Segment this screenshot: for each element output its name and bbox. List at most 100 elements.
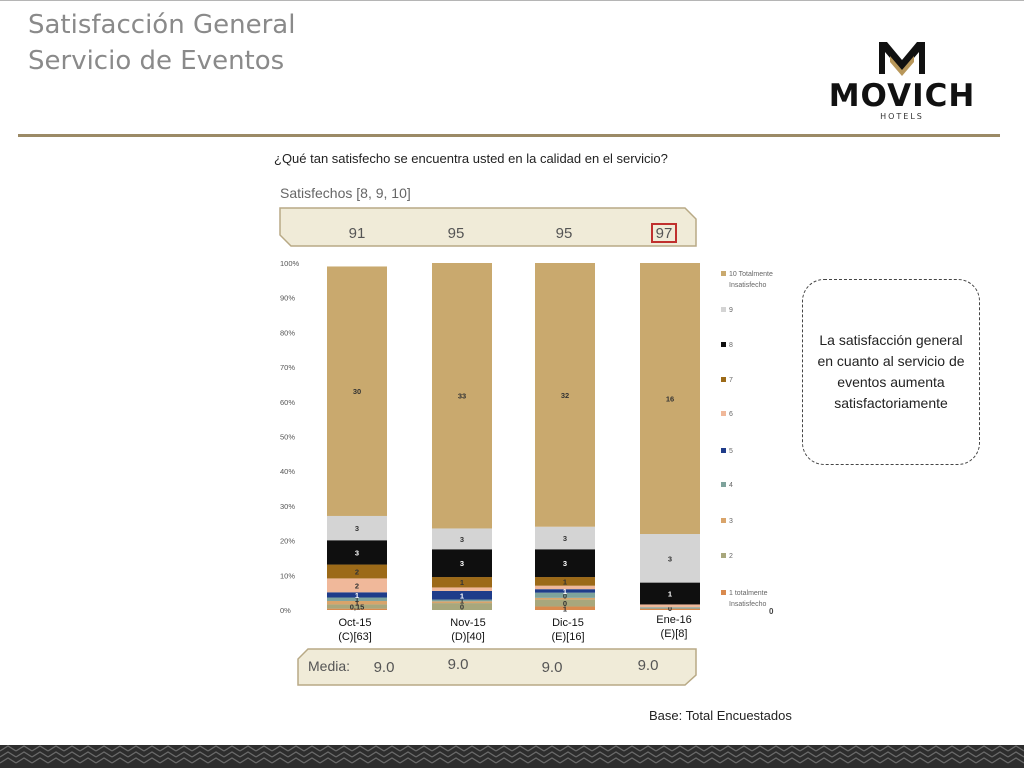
bar-segment — [535, 599, 595, 607]
data-label: 0,15 — [350, 603, 365, 612]
bar-segment — [327, 515, 387, 541]
bar-segment — [535, 263, 595, 527]
data-label: 3 — [460, 559, 464, 568]
data-label: 1 — [563, 604, 567, 613]
data-label: 3 — [460, 535, 464, 544]
satisfied-value: 97 — [655, 225, 673, 242]
x-tick-label: Oct-15 (C)[63] — [338, 617, 372, 643]
y-tick-label: 100% — [280, 259, 300, 268]
bar-segment — [327, 578, 387, 593]
legend-label: 1 totalmente — [729, 590, 768, 597]
bar-segment — [535, 597, 595, 600]
data-label: 3 — [668, 554, 672, 563]
survey-question: ¿Qué tan satisfecho se encuentra usted e… — [274, 151, 668, 166]
media-label: Media: — [308, 658, 351, 674]
y-tick-label: 90% — [280, 294, 295, 303]
legend-label: 6 — [729, 411, 733, 418]
media-banner — [297, 648, 697, 686]
bar-segment — [640, 582, 700, 605]
bar-segment — [327, 540, 387, 565]
data-label: 3 — [355, 548, 359, 557]
legend-swatch — [721, 411, 726, 416]
legend-label: 10 Totalmente — [729, 271, 773, 278]
data-label: 0 — [563, 599, 567, 608]
logo-sub: HOTELS — [880, 112, 924, 121]
data-label: 32 — [561, 391, 569, 400]
data-label: 1 — [460, 578, 464, 587]
bar-segment — [535, 592, 595, 598]
legend-label: Insatisfecho — [729, 601, 766, 608]
y-tick-label: 80% — [280, 328, 295, 337]
satisfied-highlight-box — [651, 223, 677, 243]
bar-segment — [640, 263, 700, 535]
data-label: 1 — [668, 590, 672, 599]
bar-segment — [640, 607, 700, 609]
y-tick-label: 30% — [280, 502, 295, 511]
legend-swatch — [721, 518, 726, 523]
data-label: 0 — [460, 603, 464, 612]
legend-swatch — [721, 448, 726, 453]
y-tick-label: 70% — [280, 363, 295, 372]
y-tick-label: 20% — [280, 537, 295, 546]
bar-segment — [432, 528, 492, 550]
bar-segment — [432, 587, 492, 591]
movich-logo: MOVICH HOTELS — [829, 42, 976, 121]
data-label: 3 — [563, 534, 567, 543]
bar-segment — [535, 577, 595, 586]
insight-callout: La satisfacción general en cuanto al ser… — [802, 279, 980, 465]
bar-segment — [432, 577, 492, 588]
bar-segment — [432, 549, 492, 578]
satisfied-value: 95 — [447, 225, 465, 242]
data-label: 2 — [355, 567, 359, 576]
data-label: 0 — [563, 591, 567, 600]
data-label: 16 — [666, 395, 674, 404]
bar-segment — [432, 599, 492, 602]
data-label: 1 — [355, 591, 359, 600]
bar-segment — [432, 603, 492, 610]
legend-label: 7 — [729, 377, 733, 384]
legend-swatch — [721, 482, 726, 487]
page-subtitle: Servicio de Eventos — [28, 46, 285, 76]
legend-label: Insatisfecho — [729, 282, 766, 289]
header-divider — [18, 134, 1000, 137]
bar-segment — [432, 263, 492, 529]
x-tick-label: Nov-15 (D)[40] — [450, 617, 486, 643]
legend-label: 3 — [729, 518, 733, 525]
bar-segment — [432, 601, 492, 604]
data-label: 33 — [458, 392, 466, 401]
x-tick-label: Ene-16 (E)[8] — [656, 614, 692, 640]
bar-segment — [535, 526, 595, 550]
bar-segment — [327, 604, 387, 609]
satisfied-label: Satisfechos [8, 9, 10] — [280, 185, 411, 201]
data-label: 30 — [353, 387, 361, 396]
bar-segment — [640, 608, 700, 610]
y-tick-label: 10% — [280, 571, 295, 580]
bar-segment — [535, 606, 595, 610]
bar-segment — [535, 585, 595, 590]
data-label: 1 — [460, 591, 464, 600]
bar-segment — [535, 589, 595, 593]
media-value: 9.0 — [447, 656, 469, 673]
data-label: 1 — [355, 595, 359, 604]
bar-segment — [327, 592, 387, 598]
insight-text: La satisfacción general en cuanto al ser… — [817, 332, 965, 411]
legend-swatch — [721, 377, 726, 382]
legend-label: 9 — [729, 307, 733, 314]
stacked-bar-chart: 0%10%20%30%40%50%60%70%80%90%100%0,15111… — [280, 259, 774, 616]
y-tick-label: 60% — [280, 398, 295, 407]
y-tick-label: 50% — [280, 433, 295, 442]
bar-segment — [535, 549, 595, 578]
data-label: 1 — [460, 596, 464, 605]
bar-segment — [327, 564, 387, 579]
logo-brand: MOVICH — [829, 78, 976, 114]
data-label: 2 — [355, 581, 359, 590]
bar-segment — [327, 266, 387, 516]
legend-swatch — [721, 342, 726, 347]
media-value: 9.0 — [373, 659, 395, 676]
legend-swatch — [721, 590, 726, 595]
legend-label: 4 — [729, 482, 733, 489]
satisfied-value: 91 — [348, 225, 366, 242]
legend-label: 2 — [729, 553, 733, 560]
bar-segment — [327, 600, 387, 605]
data-label: 3 — [563, 559, 567, 568]
